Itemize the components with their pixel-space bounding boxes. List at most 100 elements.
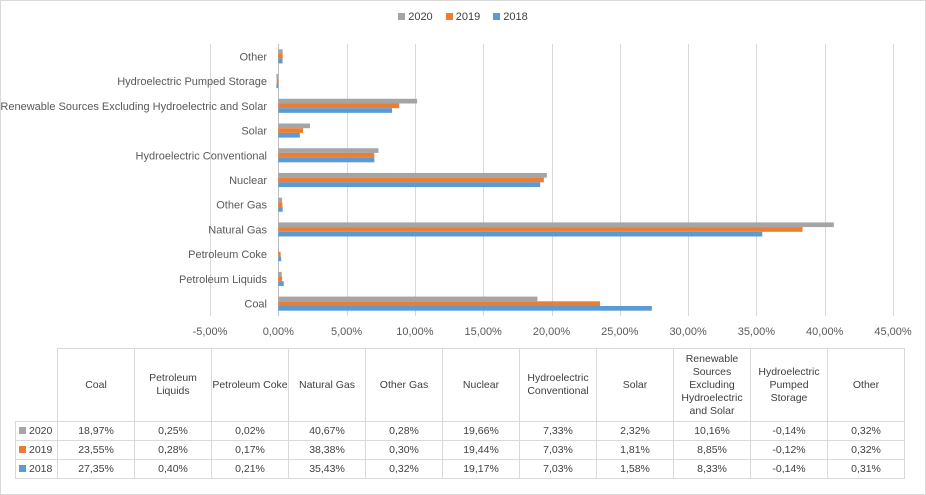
x-tick-label: 20,00% bbox=[533, 326, 571, 338]
bar-2020 bbox=[278, 197, 283, 203]
x-tick-label: -5,00% bbox=[193, 326, 228, 338]
column-header: Renewable Sources Excluding Hydroelectri… bbox=[673, 348, 751, 422]
table-cell: 8,85% bbox=[673, 440, 751, 460]
column-header: Other bbox=[827, 348, 905, 422]
table-cell: 0,32% bbox=[365, 459, 443, 479]
category-label: Other Gas bbox=[216, 200, 267, 212]
legend-label: 2020 bbox=[408, 11, 433, 23]
row-label: 2020 bbox=[15, 421, 58, 441]
legend-key-swatch bbox=[19, 426, 26, 434]
bar-2020 bbox=[278, 148, 379, 153]
bar-2018 bbox=[278, 207, 283, 212]
table-row: 2020 18,97% 0,25% 0,02% 40,67% 0,28% 19,66% 7,3… bbox=[15, 421, 905, 441]
bar-2019 bbox=[278, 54, 283, 59]
column-header: Petroleum Liquids bbox=[134, 348, 212, 422]
bar-2020 bbox=[278, 222, 834, 228]
table-cell: 0,30% bbox=[365, 440, 443, 460]
table-cell: 0,32% bbox=[827, 440, 905, 460]
table-cell: 19,17% bbox=[442, 459, 520, 479]
bar-2019 bbox=[278, 301, 600, 306]
legend-swatch bbox=[398, 13, 406, 20]
table-cell: 0,28% bbox=[134, 440, 212, 460]
table-cell: 7,03% bbox=[519, 440, 597, 460]
table-cell: -0,12% bbox=[750, 440, 828, 460]
column-header: Petroleum Coke bbox=[211, 348, 289, 422]
bar-2018 bbox=[278, 305, 652, 311]
bar-2019 bbox=[278, 202, 283, 208]
bar-2020 bbox=[278, 49, 283, 55]
x-tick-label: 5,00% bbox=[331, 326, 362, 338]
table-cell: 0,25% bbox=[134, 421, 212, 441]
bar-2018 bbox=[278, 108, 393, 113]
table-row: 2018 27,35% 0,40% 0,21% 35,43% 0,32% 19,17% 7,0… bbox=[15, 459, 905, 479]
table-cell: 0,21% bbox=[211, 459, 289, 479]
table-cell: 7,33% bbox=[519, 421, 597, 441]
category-label: Hydroelectric Pumped Storage bbox=[117, 76, 267, 88]
category-label: Solar bbox=[241, 126, 267, 138]
chart-legend: 2020 2019 2018 bbox=[0, 11, 926, 23]
table-corner bbox=[15, 348, 58, 422]
bar-2018 bbox=[278, 132, 300, 138]
table-cell: -0,14% bbox=[750, 421, 828, 441]
table-cell: 23,55% bbox=[57, 440, 135, 460]
legend-key-swatch bbox=[19, 445, 26, 453]
table-cell: 0,40% bbox=[134, 459, 212, 479]
bar-2019 bbox=[278, 276, 283, 282]
category-label: Petroleum Liquids bbox=[179, 274, 268, 286]
bar-2019 bbox=[278, 227, 803, 232]
legend-item-2018: 2018 bbox=[493, 11, 528, 23]
bar-2020 bbox=[278, 172, 547, 178]
bar-2018 bbox=[278, 256, 282, 262]
category-label: Natural Gas bbox=[208, 224, 267, 236]
table-cell: 40,67% bbox=[288, 421, 366, 441]
bar-2019 bbox=[278, 152, 375, 158]
table-cell: 0,31% bbox=[827, 459, 905, 479]
table-cell: 0,02% bbox=[211, 421, 289, 441]
table-cell: 35,43% bbox=[288, 459, 366, 479]
bar-2018 bbox=[278, 157, 375, 163]
table-cell: 1,81% bbox=[596, 440, 674, 460]
table-cell: 38,38% bbox=[288, 440, 366, 460]
table-cell: 27,35% bbox=[57, 459, 135, 479]
bar-2020 bbox=[278, 123, 310, 129]
bar-2020 bbox=[276, 74, 279, 79]
bar-2019 bbox=[276, 78, 279, 84]
table-cell: 18,97% bbox=[57, 421, 135, 441]
x-tick-label: 0,00% bbox=[263, 326, 294, 338]
table-cell: 0,17% bbox=[211, 440, 289, 460]
x-tick-label: 25,00% bbox=[601, 326, 639, 338]
category-label: Petroleum Coke bbox=[188, 249, 267, 261]
bar-2018 bbox=[276, 83, 279, 89]
x-tick-label: 15,00% bbox=[465, 326, 503, 338]
bar-2020 bbox=[278, 98, 418, 104]
table-cell: 19,44% bbox=[442, 440, 520, 460]
table-cell: 8,33% bbox=[673, 459, 751, 479]
legend-item-2020: 2020 bbox=[398, 11, 433, 23]
bar-2018 bbox=[278, 58, 283, 64]
column-header: Natural Gas bbox=[288, 348, 366, 422]
row-label-text: 2020 bbox=[29, 424, 53, 437]
row-label-text: 2018 bbox=[29, 462, 53, 475]
table-cell: 2,32% bbox=[596, 421, 674, 441]
category-label: Renewable Sources Excluding Hydroelectri… bbox=[0, 101, 267, 113]
category-label: Coal bbox=[244, 299, 267, 311]
column-header: Hydroelectric Pumped Storage bbox=[750, 348, 828, 422]
bar-chart: -5,00% 0,00% 5,00% 10,00% 15,00% 20,00% 25,00%… bbox=[0, 44, 912, 338]
x-tick-label: 30,00% bbox=[669, 326, 707, 338]
legend-item-2019: 2019 bbox=[445, 11, 480, 23]
table-cell: 7,03% bbox=[519, 459, 597, 479]
column-header: Coal bbox=[57, 348, 135, 422]
category-label: Other bbox=[239, 51, 267, 63]
bar-2020 bbox=[278, 271, 282, 277]
category-label: Nuclear bbox=[229, 175, 267, 187]
table-cell: 10,16% bbox=[673, 421, 751, 441]
bar-2019 bbox=[278, 177, 544, 183]
x-tick-label: 35,00% bbox=[738, 326, 776, 338]
table-row: 2019 23,55% 0,28% 0,17% 38,38% 0,30% 19,44% 7,0… bbox=[15, 440, 905, 460]
table-cell: 1,58% bbox=[596, 459, 674, 479]
bar-2018 bbox=[278, 182, 541, 188]
data-table: Coal Petroleum Liquids Petroleum Coke Natur… bbox=[15, 348, 905, 479]
column-header: Nuclear bbox=[442, 348, 520, 422]
x-tick-label: 10,00% bbox=[396, 326, 434, 338]
column-header: Solar bbox=[596, 348, 674, 422]
